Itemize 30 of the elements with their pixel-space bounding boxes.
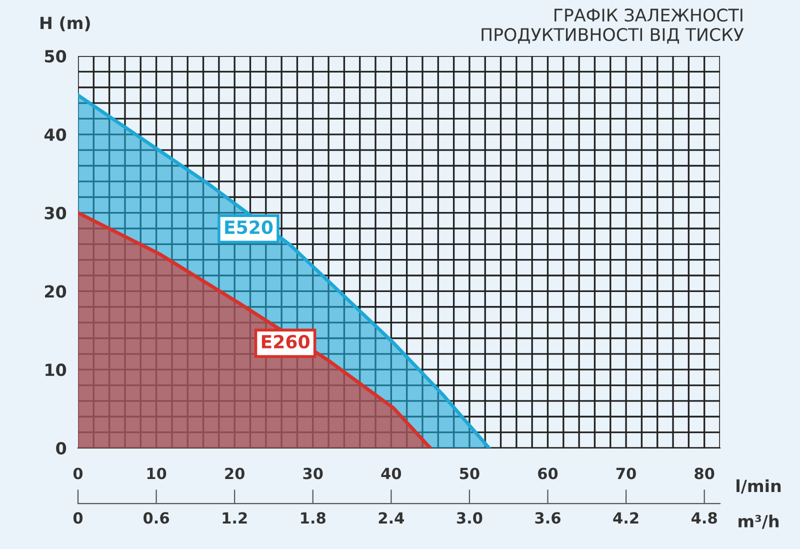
- x-tick-label: 30: [303, 468, 323, 480]
- series-label: E520: [225, 220, 273, 234]
- y-tick-label: 20: [45, 285, 66, 298]
- x2-tick-label: 4.8: [691, 512, 717, 524]
- x2-tick-label: 4.2: [613, 512, 638, 524]
- x2-axis-title: m³/h: [738, 514, 779, 529]
- x-tick-label: 10: [147, 468, 166, 480]
- x-tick-label: 60: [538, 468, 558, 480]
- x2-tick-label: 3.0: [456, 512, 482, 524]
- y-tick-label: 30: [44, 206, 66, 220]
- x2-tick-label: 3.6: [535, 512, 560, 524]
- x-tick-label: 0: [73, 468, 83, 480]
- x2-tick-label: 0.6: [143, 512, 170, 524]
- x2-tick-label: 0: [73, 512, 83, 524]
- y-tick-label: 10: [46, 364, 66, 376]
- x-tick-label: 70: [616, 468, 636, 480]
- x2-tick-label: 2.4: [378, 512, 404, 524]
- y-tick-label: 50: [44, 50, 66, 63]
- x2-tick-label: 1.8: [301, 512, 326, 524]
- y-axis-title: H (m): [40, 16, 90, 32]
- series-label: E260: [262, 334, 310, 349]
- x-tick-label: 40: [381, 468, 402, 480]
- chart-title: ГРАФІК ЗАЛЕЖНОСТІ ПРОДУКТИВНОСТІ ВІД ТИСКУ: [482, 8, 744, 44]
- y-tick-label: 40: [44, 128, 66, 141]
- x-tick-label: 80: [694, 468, 714, 480]
- x-tick-label: 20: [225, 468, 244, 480]
- x-axis-title: l/min: [736, 479, 781, 494]
- y-tick-label: 0: [56, 442, 66, 455]
- x2-tick-label: 1.2: [222, 512, 247, 524]
- x-tick-label: 50: [460, 468, 480, 480]
